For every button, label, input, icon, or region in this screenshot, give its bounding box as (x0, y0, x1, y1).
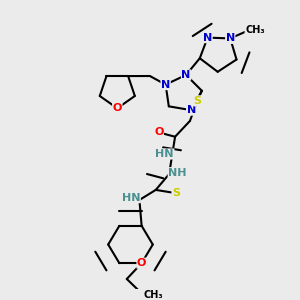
Text: HN: HN (122, 193, 140, 203)
Text: NH: NH (168, 168, 187, 178)
Text: S: S (172, 188, 180, 198)
Text: N: N (182, 70, 191, 80)
Text: N: N (187, 105, 196, 115)
Text: O: O (112, 103, 122, 113)
Text: HN: HN (155, 149, 174, 159)
Text: O: O (137, 258, 146, 268)
Text: N: N (161, 80, 170, 90)
Text: CH₃: CH₃ (245, 25, 265, 35)
Text: CH₃: CH₃ (144, 290, 163, 300)
Text: S: S (194, 96, 201, 106)
Text: N: N (203, 33, 212, 43)
Text: O: O (154, 128, 164, 137)
Text: N: N (226, 33, 235, 43)
